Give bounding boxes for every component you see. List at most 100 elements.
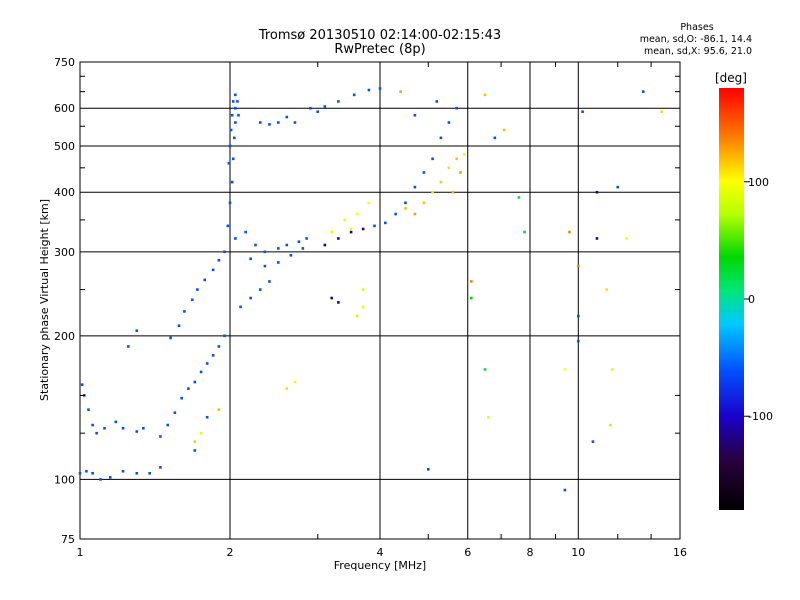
data-point (470, 296, 473, 300)
y-tick-label: 100 (54, 473, 75, 486)
data-point (285, 243, 289, 247)
data-point (470, 280, 473, 283)
x-tick-label: 1 (77, 546, 84, 559)
x-tick-label: 10 (571, 546, 585, 559)
data-point (193, 440, 197, 443)
data-point (426, 467, 430, 471)
data-point (285, 115, 289, 119)
data-point (234, 106, 237, 110)
data-point (431, 190, 434, 194)
data-point (563, 488, 567, 492)
data-point (431, 157, 434, 161)
data-point (217, 258, 221, 262)
data-point (263, 264, 267, 268)
data-point (568, 230, 571, 234)
data-point (199, 431, 203, 435)
data-point (323, 105, 327, 108)
data-point (244, 230, 247, 234)
data-point (422, 201, 426, 205)
data-point (126, 345, 130, 348)
data-point (173, 411, 177, 414)
data-point (289, 253, 293, 257)
x-axis-label: Frequency [MHz] (334, 559, 426, 572)
data-point (108, 476, 112, 479)
data-point (422, 171, 426, 174)
data-point (660, 110, 663, 114)
data-point (80, 383, 84, 386)
data-point (523, 230, 526, 234)
data-point (413, 113, 417, 117)
data-point (187, 387, 190, 390)
data-point (349, 227, 353, 231)
y-tick-label: 500 (54, 140, 75, 153)
y-axis-ticks: 75 100 200 300 400 500 600 750 (54, 56, 680, 546)
y-tick-label: 400 (54, 186, 75, 199)
data-point (451, 190, 455, 194)
data-point (231, 100, 235, 103)
data-point (193, 449, 197, 452)
data-point (641, 90, 645, 93)
data-point (234, 121, 237, 124)
data-point (305, 237, 308, 240)
data-point (268, 123, 271, 126)
data-point (205, 415, 209, 419)
data-point (337, 301, 340, 304)
data-point (236, 100, 239, 103)
data-point (609, 423, 612, 427)
data-point (159, 466, 162, 469)
data-point (404, 207, 407, 210)
x-tick-label: 4 (377, 546, 384, 559)
colorbar-gradient (719, 88, 744, 510)
colorbar-tick-label: -100 (748, 410, 773, 423)
data-point (301, 247, 305, 250)
data-point (404, 201, 407, 205)
data-point (352, 93, 356, 97)
y-axis-label: Stationary phase Virtual Height [km] (38, 199, 51, 401)
data-point (193, 380, 197, 384)
data-point (258, 288, 262, 291)
data-point (223, 334, 226, 338)
data-point (95, 431, 98, 435)
data-point (605, 288, 608, 291)
data-point (435, 100, 439, 103)
data-point (413, 185, 417, 189)
data-point (337, 237, 340, 240)
data-point (180, 396, 184, 400)
colorbar-ticks: 100 0 -100 (744, 176, 773, 423)
data-point (576, 314, 580, 318)
phase-stats: Phases mean, sd,O: -86.1, 14.4 mean, sd,… (552, 22, 752, 58)
data-point (361, 288, 365, 291)
data-point (373, 224, 376, 228)
data-points (78, 87, 663, 492)
data-point (148, 471, 152, 475)
data-point (316, 110, 320, 114)
data-point (230, 113, 234, 117)
data-point (361, 227, 365, 231)
data-point (166, 423, 170, 427)
gridlines (80, 62, 680, 539)
colorbar: [deg] 100 0 -100 (715, 71, 773, 510)
data-point (355, 314, 359, 318)
colorbar-label: [deg] (715, 71, 747, 85)
data-point (85, 469, 88, 473)
data-point (447, 166, 451, 170)
x-tick-label: 2 (227, 546, 234, 559)
data-point (239, 305, 242, 309)
data-point (337, 100, 340, 103)
y-tick-label: 200 (54, 330, 75, 343)
data-point (258, 121, 262, 124)
data-point (231, 157, 235, 161)
chart-subtitle: RwPretec (8p) (334, 42, 426, 57)
data-point (177, 324, 181, 328)
data-point (226, 224, 230, 228)
data-point (276, 247, 280, 250)
data-point (439, 180, 443, 184)
data-point (91, 471, 94, 475)
data-point (229, 128, 233, 132)
data-point (87, 408, 90, 412)
data-point (595, 237, 599, 240)
data-point (576, 339, 580, 343)
data-point (367, 201, 371, 205)
y-tick-label: 75 (61, 533, 75, 546)
data-point (309, 106, 312, 110)
